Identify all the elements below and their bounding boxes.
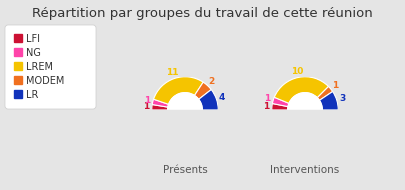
Circle shape	[288, 93, 322, 127]
Bar	[14, 34, 22, 42]
Wedge shape	[153, 77, 203, 104]
Text: 3: 3	[339, 94, 346, 103]
Wedge shape	[273, 97, 289, 107]
FancyBboxPatch shape	[5, 25, 96, 109]
Text: 1: 1	[264, 94, 271, 103]
Text: Interventions: Interventions	[271, 165, 340, 175]
Wedge shape	[317, 86, 333, 100]
Text: 1: 1	[144, 96, 150, 105]
Text: NG: NG	[26, 48, 41, 58]
Bar	[142, 110, 228, 153]
Bar	[14, 76, 22, 84]
Text: 1: 1	[332, 81, 339, 90]
Wedge shape	[152, 99, 168, 107]
Text: 11: 11	[166, 68, 179, 77]
Wedge shape	[274, 77, 328, 103]
Wedge shape	[320, 92, 338, 110]
Bar	[262, 110, 348, 153]
Text: Répartition par groupes du travail de cette réunion: Répartition par groupes du travail de ce…	[32, 6, 372, 20]
Text: 4: 4	[219, 93, 225, 102]
Bar	[14, 62, 22, 70]
Text: LFI: LFI	[26, 33, 40, 44]
Circle shape	[168, 93, 202, 127]
Wedge shape	[198, 89, 218, 110]
Bar	[14, 90, 22, 98]
Wedge shape	[194, 82, 211, 99]
Wedge shape	[272, 104, 288, 110]
Text: 10: 10	[291, 67, 303, 76]
Text: Présents: Présents	[163, 165, 207, 175]
Text: MODEM: MODEM	[26, 75, 64, 86]
Text: LR: LR	[26, 89, 38, 100]
Text: 1: 1	[263, 102, 269, 111]
Text: LREM: LREM	[26, 62, 53, 71]
Text: 1: 1	[143, 102, 149, 111]
Wedge shape	[152, 105, 168, 110]
Bar	[14, 48, 22, 56]
Text: 2: 2	[209, 77, 215, 86]
